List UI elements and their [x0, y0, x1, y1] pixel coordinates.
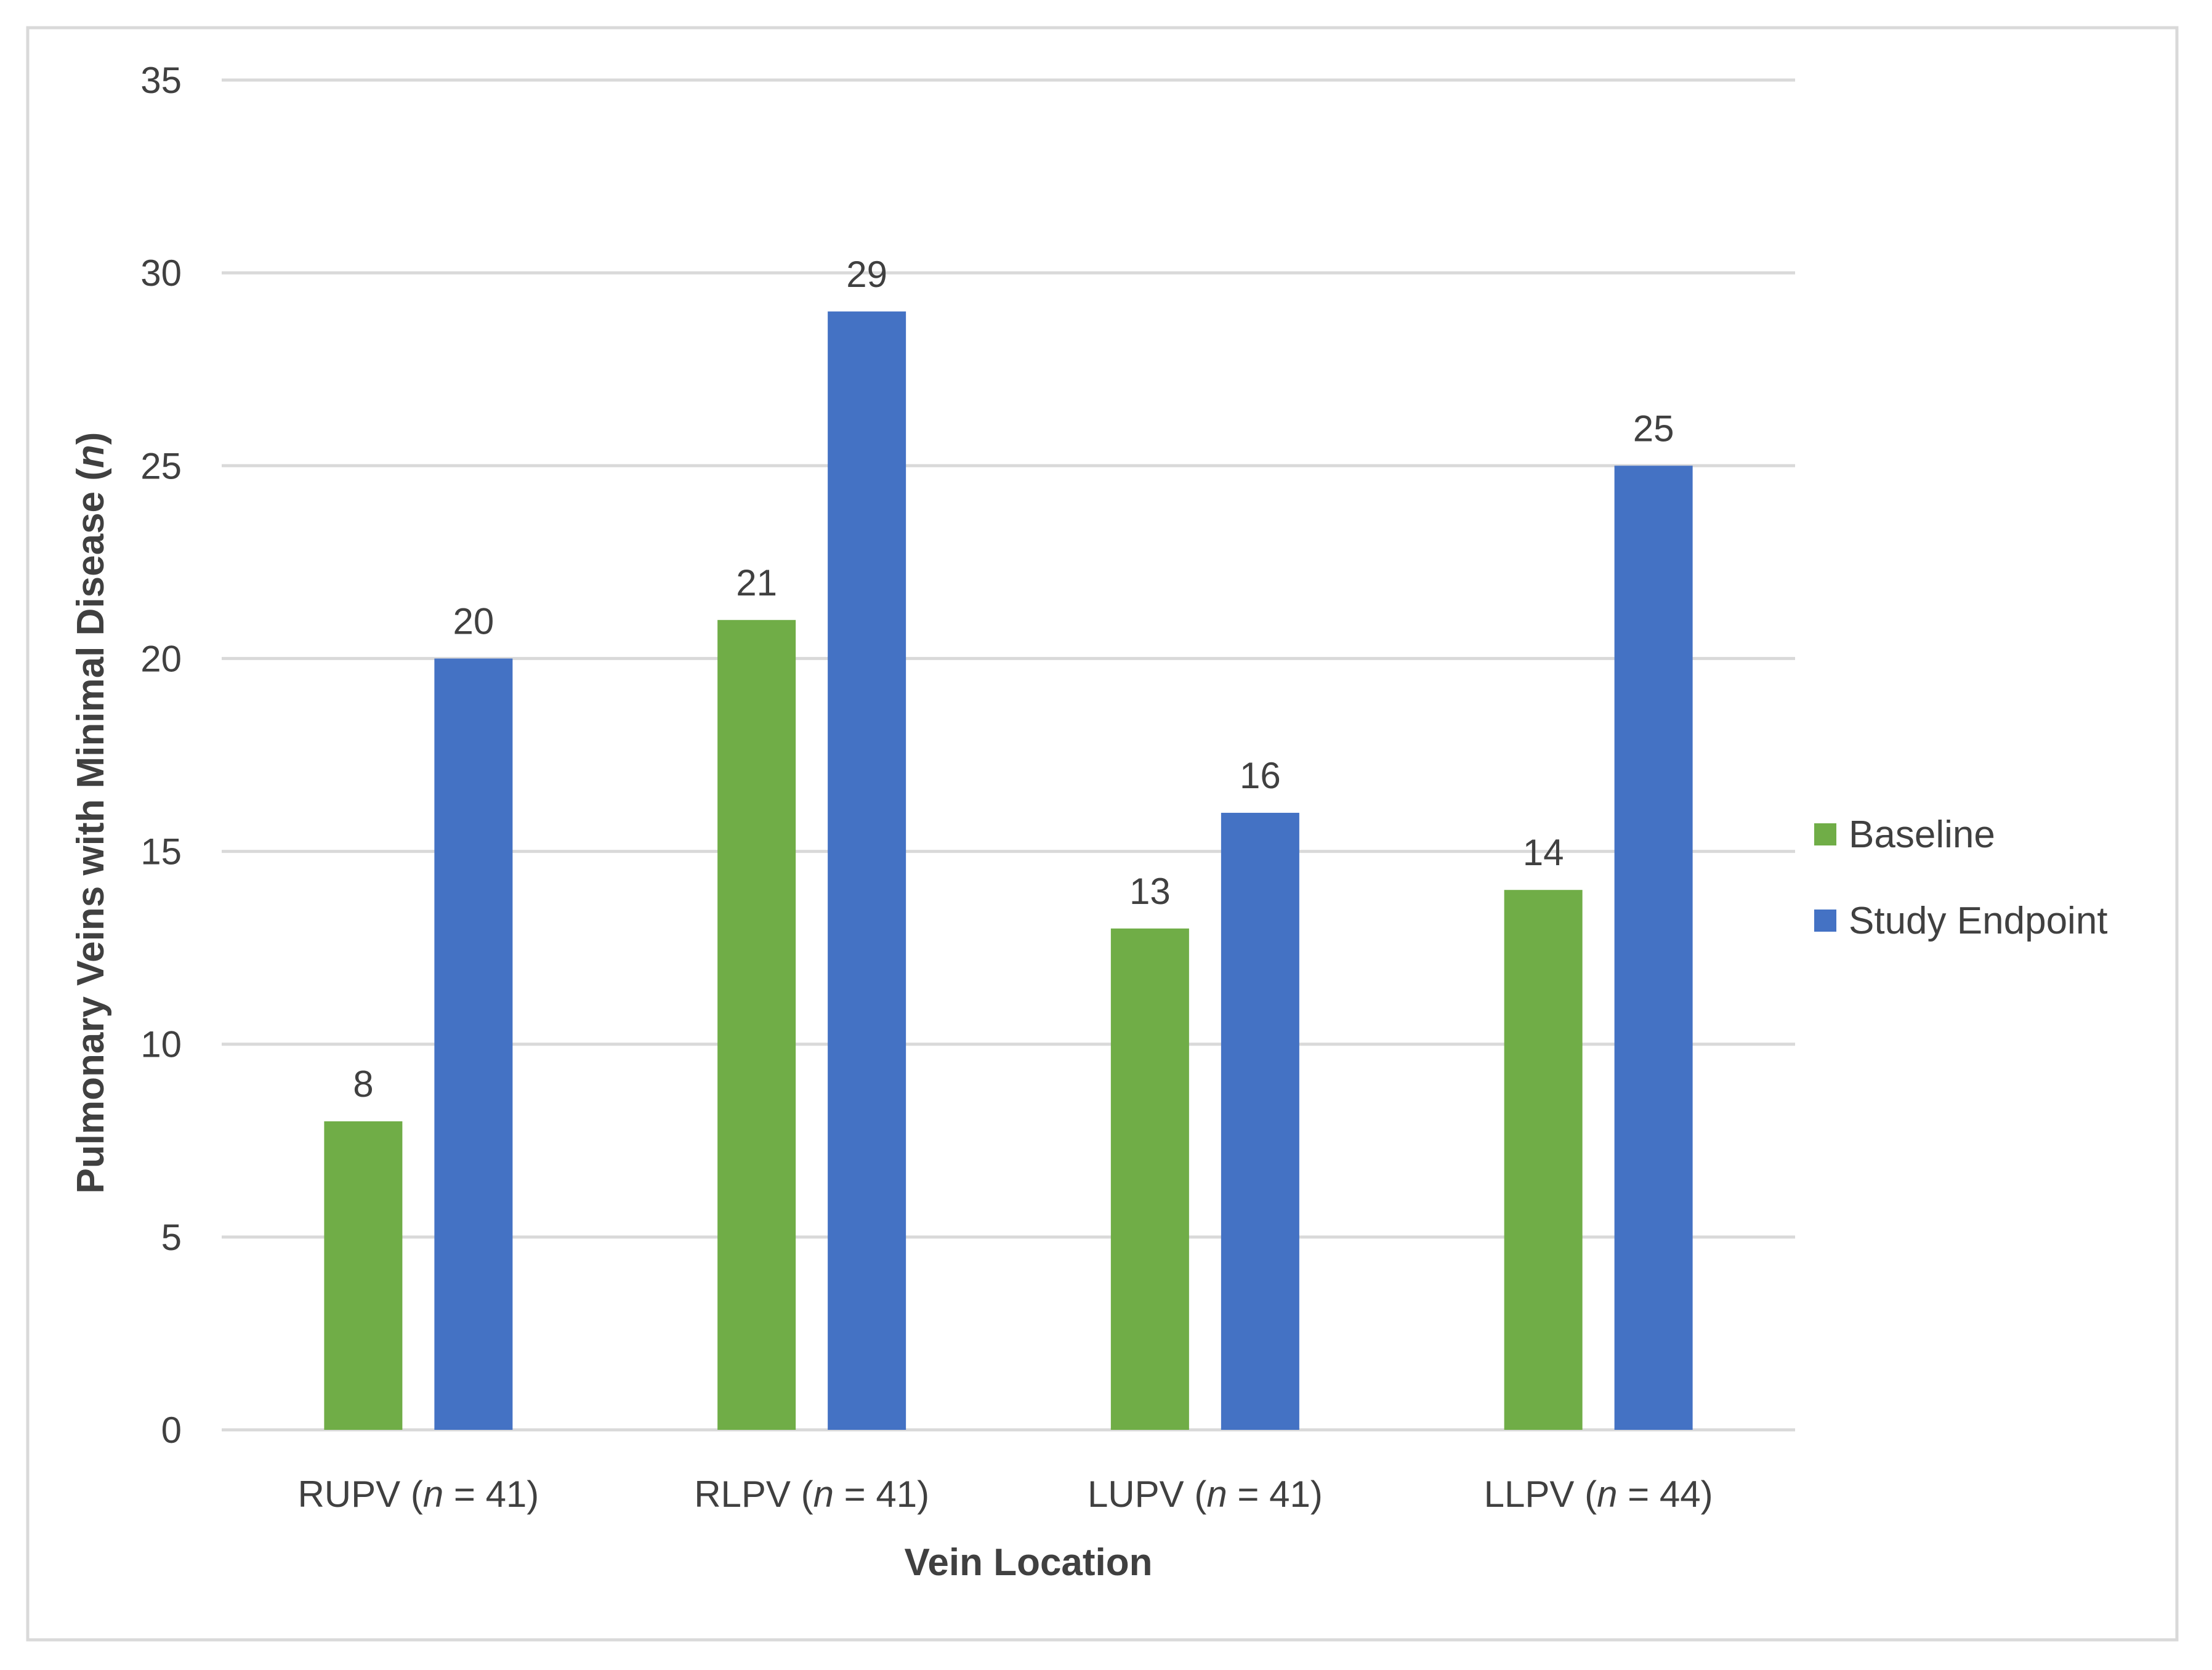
x-category-label: RUPV (n = 41)	[297, 1474, 539, 1515]
bar-baseline	[1504, 890, 1583, 1430]
data-label: 20	[453, 600, 494, 642]
bar-baseline	[324, 1121, 403, 1430]
legend-swatch	[1814, 910, 1836, 932]
data-label: 8	[353, 1063, 373, 1105]
legend-swatch	[1814, 823, 1836, 845]
legend-label: Baseline	[1849, 813, 1995, 856]
y-tick-label: 5	[161, 1217, 182, 1258]
data-label: 13	[1129, 871, 1171, 912]
y-tick-label: 10	[140, 1024, 182, 1065]
y-tick-label: 35	[140, 60, 182, 101]
data-labels: 8 20 21 29 13 16 14 25	[353, 254, 1674, 1105]
bar-baseline	[717, 619, 796, 1430]
data-label: 25	[1633, 408, 1674, 449]
bars	[324, 311, 1693, 1430]
x-category-label: LLPV (n = 44)	[1484, 1474, 1713, 1515]
y-axis-ticks: 0 5 10 15 20 25 30 35	[140, 60, 182, 1451]
legend-label: Study Endpoint	[1849, 900, 2108, 942]
bar-study-endpoint	[1221, 812, 1299, 1430]
bar-baseline	[1110, 928, 1189, 1430]
y-tick-label: 0	[161, 1410, 182, 1451]
y-tick-label: 25	[140, 445, 182, 486]
data-label: 29	[846, 254, 887, 295]
x-category-label: RLPV (n = 41)	[694, 1474, 929, 1515]
y-tick-label: 30	[140, 252, 182, 294]
legend: Baseline Study Endpoint	[1814, 813, 2108, 942]
data-label: 16	[1240, 755, 1281, 796]
bar-study-endpoint	[1614, 466, 1693, 1430]
x-axis-categories: RUPV (n = 41) RLPV (n = 41) LUPV (n = 41) L…	[297, 1474, 1713, 1515]
data-label: 14	[1523, 832, 1564, 873]
y-tick-label: 15	[140, 831, 182, 873]
x-category-label: LUPV (n = 41)	[1088, 1474, 1323, 1515]
y-tick-label: 20	[140, 638, 182, 679]
bar-study-endpoint	[828, 311, 906, 1430]
bar-study-endpoint	[434, 658, 513, 1430]
data-label: 21	[736, 562, 777, 603]
x-axis-title: Vein Location	[904, 1541, 1152, 1584]
y-axis-title: Pulmonary Veins with Minimal Disease (n)	[70, 432, 112, 1194]
